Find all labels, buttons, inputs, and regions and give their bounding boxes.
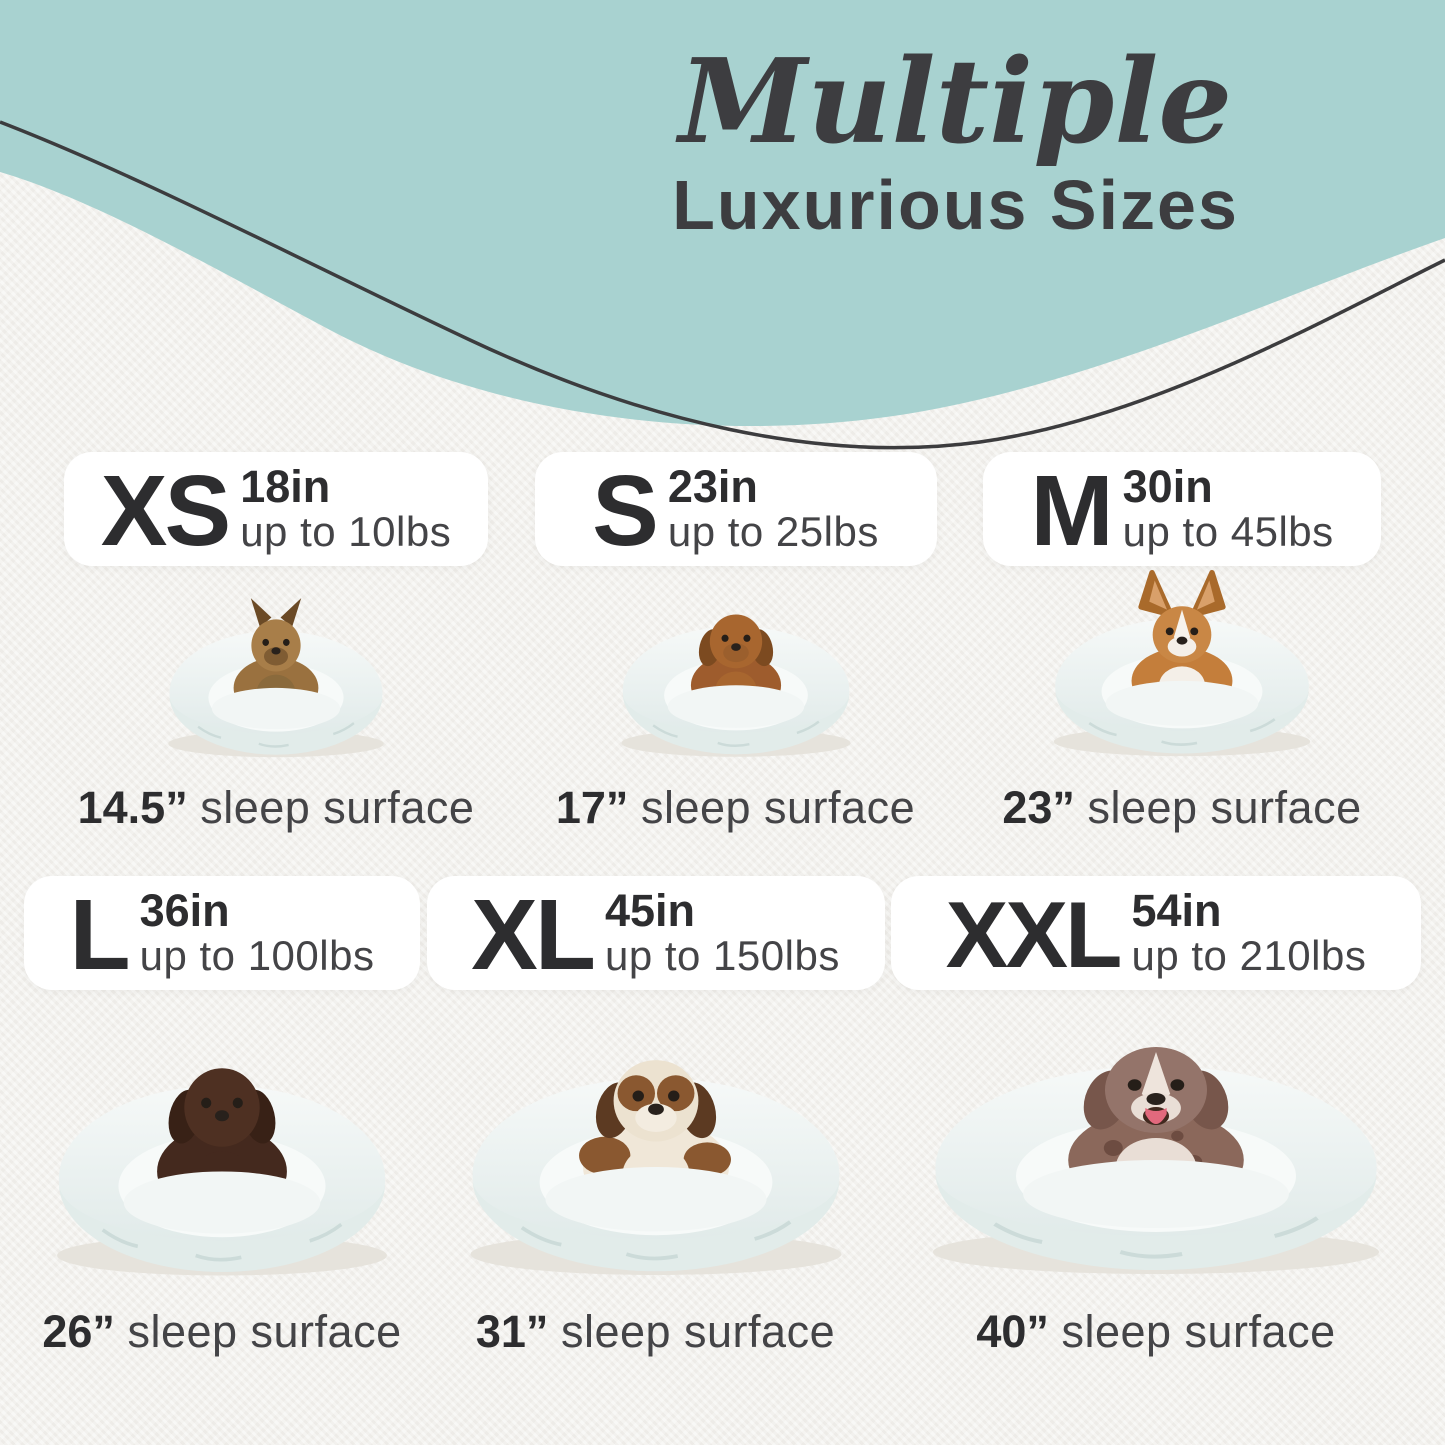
size-code-xl: XL [471, 879, 596, 991]
size-tile-xs: XS 18in up to 10lbs [64, 452, 488, 834]
title-script-word: Multiple [678, 34, 1233, 170]
size-tile-xxl: XXL 54in up to 210lbs [891, 876, 1421, 1358]
title-main-words: Luxurious Sizes [672, 165, 1239, 244]
diameter-xs: 18in [240, 460, 331, 512]
size-specs-xxl: 54in up to 210lbs [1131, 888, 1366, 978]
size-row-small: XS 18in up to 10lbs [0, 452, 1445, 834]
size-card-l: L 36in up to 100lbs [24, 876, 420, 990]
size-specs-xs: 18in up to 10lbs [240, 464, 451, 554]
teal-wave-background [0, 0, 1445, 450]
size-tile-xl: XL 45in up to 150lbs [426, 876, 885, 1358]
capacity-xxl: up to 210lbs [1131, 931, 1367, 979]
chocolate-lab-in-bed-photo [29, 1018, 415, 1292]
size-specs-m: 30in up to 45lbs [1123, 464, 1334, 554]
size-specs-xl: 45in up to 150lbs [605, 888, 840, 978]
sleep-surface-xl: 31” sleep surface [475, 1306, 836, 1357]
diameter-xxl: 54in [1131, 884, 1222, 936]
dachshund-in-bed-photo [602, 580, 870, 768]
diameter-xl: 45in [604, 884, 696, 936]
size-code-xxl: XXL [945, 882, 1123, 988]
size-row-large: L 36in up to 100lbs [0, 876, 1445, 1358]
size-code-s: S [592, 455, 659, 567]
size-tile-l: L 36in up to 100lbs [24, 876, 420, 1358]
size-tile-s: S 23in up to 25lbs [534, 452, 937, 834]
diameter-l: 36in [139, 884, 230, 936]
size-tile-m: M 30in up to 45lbs [983, 452, 1381, 834]
size-card-xs: XS 18in up to 10lbs [64, 452, 488, 566]
capacity-s: up to 25lbs [667, 507, 879, 555]
size-code-xs: XS [100, 455, 231, 567]
sleep-surface-xxl: 40” sleep surface [976, 1306, 1336, 1357]
sleep-surface-l: 26” sleep surface [42, 1306, 402, 1357]
size-code-l: L [69, 879, 131, 991]
size-code-m: M [1030, 455, 1113, 567]
size-specs-s: 23in up to 25lbs [668, 464, 879, 554]
size-specs-l: 36in up to 100lbs [140, 888, 375, 978]
diameter-m: 30in [1122, 460, 1213, 512]
capacity-m: up to 45lbs [1122, 507, 1334, 555]
great-dane-in-bed-photo [895, 992, 1417, 1292]
size-card-m: M 30in up to 45lbs [983, 452, 1381, 566]
capacity-xs: up to 10lbs [240, 507, 452, 555]
corgi-in-bed-photo [1032, 570, 1332, 768]
capacity-l: up to 100lbs [139, 931, 375, 979]
header-banner: Multiple Luxurious Sizes [0, 0, 1445, 470]
saint-bernard-in-bed-photo [439, 1008, 873, 1292]
diameter-s: 23in [667, 460, 758, 512]
capacity-xl: up to 150lbs [604, 931, 840, 979]
page-title: Multiple Luxurious Sizes [672, 34, 1239, 244]
yorkie-in-bed-photo [150, 586, 402, 768]
sleep-surface-s: 17” sleep surface [555, 782, 916, 833]
size-card-s: S 23in up to 25lbs [534, 452, 937, 567]
size-card-xl: XL 45in up to 150lbs [426, 876, 885, 991]
sleep-surface-xs: 14.5” sleep surface [77, 782, 475, 833]
size-card-xxl: XXL 54in up to 210lbs [891, 876, 1421, 990]
sleep-surface-m: 23” sleep surface [1002, 782, 1362, 833]
